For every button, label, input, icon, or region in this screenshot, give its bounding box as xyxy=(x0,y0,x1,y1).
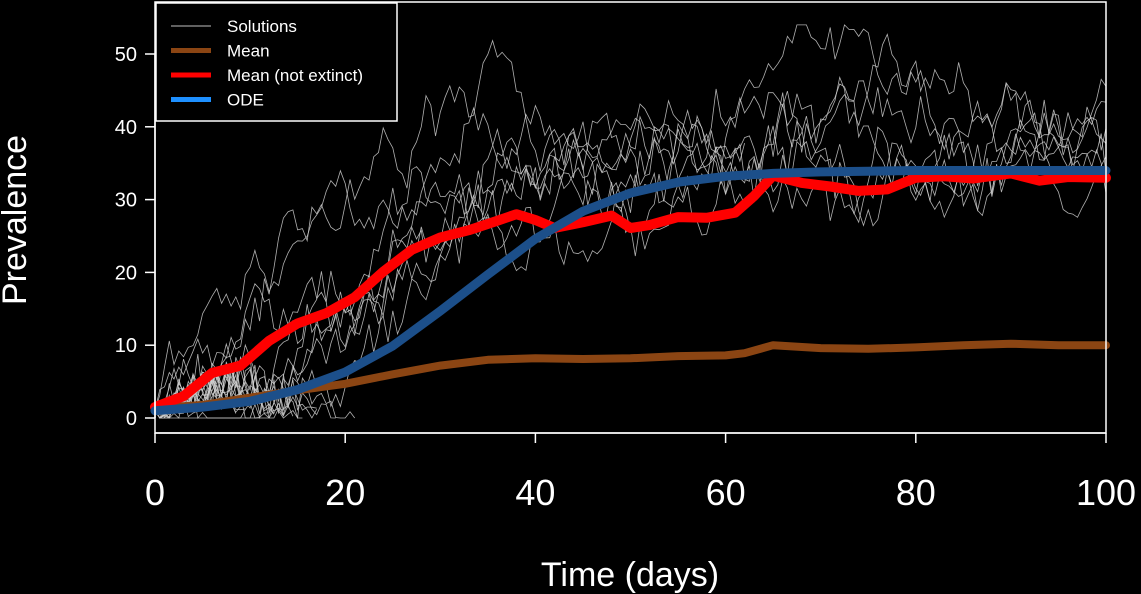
legend-label: Solutions xyxy=(227,17,297,36)
y-tick-label: 40 xyxy=(115,117,137,139)
series-line-ode xyxy=(150,166,1111,416)
x-axis: 0 20 40 60 80 100 xyxy=(145,432,1136,513)
y-axis: 0 10 20 30 40 50 xyxy=(115,44,156,430)
x-tick-label: 20 xyxy=(325,472,365,513)
y-tick-label: 30 xyxy=(115,190,137,212)
solution-trace xyxy=(154,24,1107,419)
solution-trace xyxy=(154,92,1107,419)
solution-trace xyxy=(154,33,1107,419)
solution-trace xyxy=(154,103,745,411)
y-tick-label: 0 xyxy=(126,408,137,430)
y-axis-title: Prevalence xyxy=(0,135,34,305)
y-tick-label: 50 xyxy=(115,44,137,66)
legend-label: Mean (not extinct) xyxy=(227,66,363,85)
series-line-mean xyxy=(151,339,1110,413)
x-tick-label: 40 xyxy=(515,472,555,513)
x-axis-title: Time (days) xyxy=(541,556,719,594)
legend-label: Mean xyxy=(227,42,270,61)
x-tick-label: 60 xyxy=(706,472,746,513)
solution-trace xyxy=(154,108,1107,419)
x-tick-label: 80 xyxy=(896,472,936,513)
y-tick-label: 20 xyxy=(115,262,137,284)
x-tick-label: 100 xyxy=(1076,472,1136,513)
legend-label: ODE xyxy=(227,91,264,110)
solution-trace xyxy=(154,81,1107,419)
solution-trace xyxy=(154,99,1107,419)
y-tick-label: 10 xyxy=(115,335,137,357)
series-line-mean-not-extinct xyxy=(150,168,1111,413)
series-layer xyxy=(150,166,1111,416)
legend: Solutions Mean Mean (not extinct) ODE xyxy=(155,2,398,122)
x-tick-label: 0 xyxy=(145,472,165,513)
solution-trace xyxy=(154,39,1107,411)
